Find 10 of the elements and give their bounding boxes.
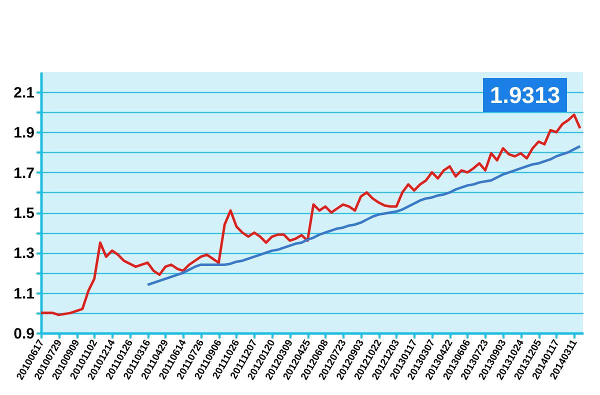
y-tick-label: 2.1	[14, 84, 34, 102]
y-tick-label: 1.7	[14, 164, 34, 182]
y-tick-label: 1.9	[14, 124, 34, 142]
y-tick-label: 0.9	[14, 326, 34, 342]
annotation: 1.9313	[490, 82, 560, 108]
y-tick-label: 1.5	[14, 205, 34, 222]
y-tick-label: 1.1	[14, 285, 34, 302]
line-series	[146, 145, 582, 286]
y-tick-label: 1.3	[14, 245, 34, 262]
line-series	[40, 114, 582, 316]
